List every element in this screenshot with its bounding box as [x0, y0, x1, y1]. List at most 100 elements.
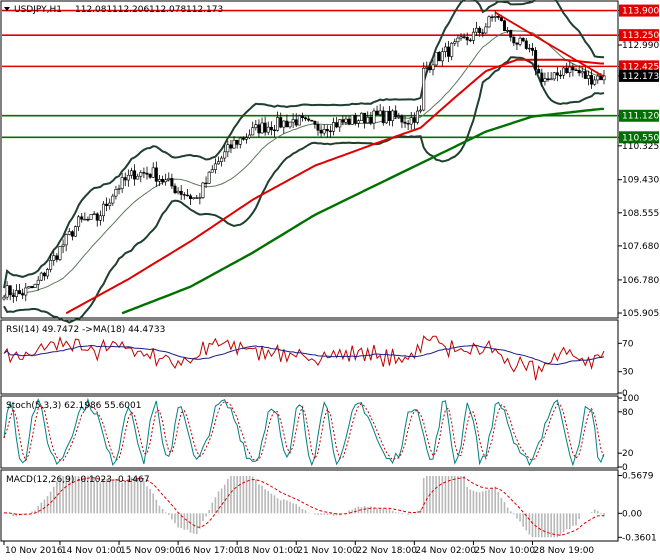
candle-body [151, 167, 155, 178]
candle-body [101, 203, 105, 217]
candle-body [291, 119, 295, 123]
candle-body [207, 171, 211, 184]
candle-body [372, 110, 376, 124]
candle-body [133, 170, 137, 180]
candle-body [586, 75, 590, 79]
candle-body [447, 46, 451, 57]
candle-body [347, 118, 351, 125]
candle-body [111, 195, 115, 204]
candle-body [276, 117, 280, 131]
collapse-triangle-icon[interactable] [4, 7, 10, 11]
candle-body [387, 110, 391, 121]
candle-body [443, 46, 447, 52]
candle-body [248, 134, 252, 138]
candle-body [260, 122, 264, 134]
candle-body [123, 177, 127, 181]
candle-body [412, 117, 416, 123]
symbol-label: USDJPY,H1 [14, 5, 62, 15]
candle-body [49, 260, 53, 270]
candle-body [5, 285, 9, 298]
price-tick-label: 112.425 [622, 62, 659, 72]
candle-body [319, 129, 323, 134]
candle-body [114, 189, 118, 197]
candle-body [366, 116, 370, 124]
time-tick-label: 14 Nov 01:00 [61, 546, 122, 556]
candle-body [397, 115, 401, 118]
candle-body [55, 255, 59, 260]
candle-body [64, 234, 68, 246]
candle-body [394, 110, 398, 118]
candle-body [36, 279, 40, 285]
time-tick-label: 21 Nov 10:00 [297, 546, 358, 556]
candle-body [142, 172, 146, 174]
candle-body [304, 117, 308, 120]
candle-body [148, 173, 152, 178]
candle-body [189, 195, 193, 199]
candle-body [419, 109, 423, 112]
candle-body [558, 74, 562, 77]
time-tick-label: 28 Nov 19:00 [533, 546, 594, 556]
candle-body [425, 67, 429, 69]
candle-body [596, 75, 600, 81]
candle-body [108, 202, 112, 207]
candle-body [2, 296, 6, 300]
candle-body [58, 246, 62, 260]
candle-body [288, 121, 292, 128]
candle-body [129, 170, 133, 176]
candle-body [475, 27, 479, 33]
candle-body [24, 287, 28, 296]
time-tick-label: 18 Nov 01:00 [238, 546, 299, 556]
candle-body [254, 124, 258, 129]
candle-body [437, 52, 441, 62]
candle-body [521, 37, 525, 42]
price-tick-label: 111.120 [622, 112, 659, 122]
candle-body [18, 290, 22, 295]
candle-body [46, 269, 50, 277]
bollinger-upper-line [3, 0, 605, 289]
candle-body [478, 27, 482, 34]
macd-tick-label: 0.00 [622, 509, 642, 519]
candle-body [272, 129, 276, 132]
macd-tick-label: 0.5679 [622, 471, 654, 481]
candle-body [335, 122, 339, 128]
candle-body [201, 182, 205, 198]
candle-body [350, 114, 354, 125]
candle-body [213, 163, 217, 170]
price-tag-box [619, 69, 659, 82]
candle-body [120, 177, 124, 189]
candle-body [238, 137, 242, 145]
candle-body [310, 119, 314, 122]
candle-body [185, 194, 189, 197]
candle-body [571, 66, 575, 71]
candle-body [487, 16, 491, 28]
candle-body [549, 78, 553, 81]
candle-body [269, 126, 273, 131]
candle-body [257, 124, 261, 134]
candle-body [599, 75, 603, 81]
candle-body [409, 117, 413, 125]
candle-body [173, 185, 177, 194]
candle-body [375, 110, 379, 115]
candle-body [580, 71, 584, 74]
candle-body [462, 36, 466, 38]
candle-body [92, 213, 96, 215]
candle-body [282, 120, 286, 128]
stoch-tick-label: 100 [622, 394, 639, 404]
candle-body [263, 122, 267, 133]
rsi-tick-label: 30 [622, 368, 634, 378]
candle-body [8, 285, 12, 296]
candle-body [471, 31, 475, 41]
candle-body [356, 120, 360, 124]
stoch-tick-label: 20 [622, 449, 634, 459]
candle-body [67, 231, 71, 235]
stoch-signal-line [3, 401, 605, 462]
candle-body [593, 79, 597, 85]
candle-body [341, 119, 345, 123]
candle-body [145, 172, 149, 175]
candle-body [565, 67, 569, 73]
rsi-line [3, 335, 605, 381]
candle-body [161, 179, 165, 183]
candle-body [154, 167, 158, 182]
candle-body [499, 17, 503, 21]
ohlc-close: 112.173 [186, 5, 223, 15]
